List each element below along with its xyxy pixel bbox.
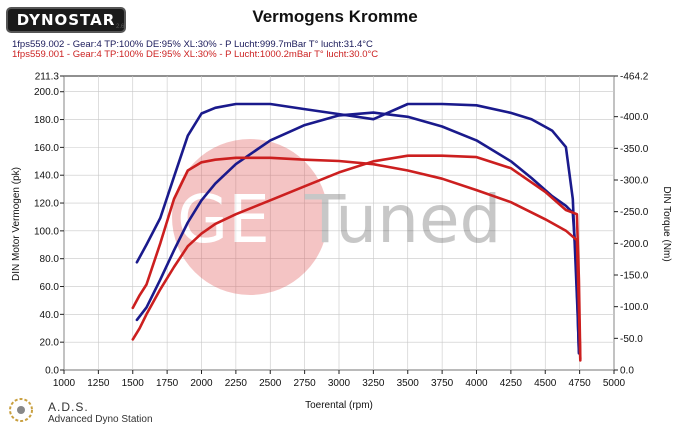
y-tick-label: 40.0: [40, 310, 60, 321]
x-tick-label: 3750: [431, 378, 454, 389]
y-tick-label: 160.0: [34, 143, 59, 154]
y-tick-label: 100.0: [34, 226, 59, 237]
watermark-tuned: Tuned: [304, 181, 501, 258]
y-tick-label: 60.0: [40, 282, 60, 293]
y-tick-label: 140.0: [34, 171, 59, 182]
series-2-torque-line: [135, 102, 581, 353]
logo-version: 2.6: [116, 24, 125, 30]
x-tick-label: 5000: [603, 378, 626, 389]
y-tick-label: 80.0: [40, 254, 60, 265]
watermark-circle: [172, 139, 328, 295]
y2-tick-label: -150.0: [620, 270, 649, 281]
y2-tick-label: -250.0: [620, 207, 649, 218]
x-tick-label: 2500: [259, 378, 282, 389]
y2-tick-label: -400.0: [620, 112, 649, 123]
y2-axis-title: DIN Torque (Nm): [661, 186, 672, 261]
x-axis-title: Toerental (rpm): [305, 400, 373, 411]
y2-tick-label: -100.0: [620, 302, 649, 313]
x-tick-label: 4000: [465, 378, 488, 389]
y-axis-title: DIN Motor Vermogen (pk): [11, 167, 22, 281]
x-tick-label: 2250: [225, 378, 248, 389]
x-tick-label: 1250: [87, 378, 110, 389]
x-tick-label: 3250: [362, 378, 385, 389]
x-tick-label: 4250: [500, 378, 523, 389]
logo-text: DYNOSTAR: [16, 11, 116, 29]
y2-tick-label: -464.2: [620, 72, 649, 83]
x-axis: 1000 1250 1500 1750 2000 2250 2500 2750 3000 3250…: [53, 370, 626, 389]
y-tick-label: 211.3: [35, 72, 60, 83]
ads-subtitle: Advanced Dyno Station: [48, 414, 153, 425]
y2-tick-label: 0.0: [620, 366, 634, 377]
y2-tick-label: -300.0: [620, 175, 649, 186]
series-3-power-line: [131, 154, 582, 361]
x-tick-label: 4750: [569, 378, 592, 389]
y-tick-label: 0.0: [45, 366, 59, 377]
x-tick-label: 1500: [122, 378, 145, 389]
dynostar-logo: DYNOSTAR: [6, 7, 126, 33]
getuned-watermark: GE Tuned: [172, 139, 501, 295]
series-1-power-line: [135, 111, 581, 355]
x-tick-label: 3000: [328, 378, 351, 389]
x-tick-label: 2000: [190, 378, 213, 389]
x-tick-label: 3500: [397, 378, 420, 389]
x-tick-label: 1000: [53, 378, 76, 389]
y-axis-left: 0.0 20.0 40.0 60.0 80.0 100.0 120.0 140.0 160.0 1…: [34, 72, 64, 377]
y2-tick-label: -350.0: [620, 144, 649, 155]
y2-tick-label: -200.0: [620, 239, 649, 250]
series-layer: [131, 102, 582, 362]
chart-title: Vermogens Kromme: [252, 7, 418, 26]
y-tick-label: 200.0: [34, 87, 59, 98]
ads-logo-icon: [9, 398, 33, 422]
series-4-torque-line: [131, 156, 582, 362]
x-tick-label: 2750: [294, 378, 317, 389]
x-tick-label: 1750: [156, 378, 179, 389]
ads-name: A.D.S.: [48, 400, 89, 414]
y2-tick-label: -50.0: [620, 334, 643, 345]
x-tick-label: 4500: [534, 378, 557, 389]
run-info-1: 1fps559.002 - Gear:4 TP:100% DE:95% XL:3…: [12, 39, 373, 50]
y-axis-right: 0.0 -50.0 -100.0 -150.0 -200.0 -250.0 -300.0 -3…: [614, 72, 649, 377]
y-tick-label: 120.0: [34, 199, 59, 210]
run-info-2: 1fps559.001 - Gear:4 TP:100% DE:95% XL:3…: [12, 49, 379, 60]
y-tick-label: 180.0: [34, 115, 59, 126]
y-tick-label: 20.0: [40, 338, 60, 349]
